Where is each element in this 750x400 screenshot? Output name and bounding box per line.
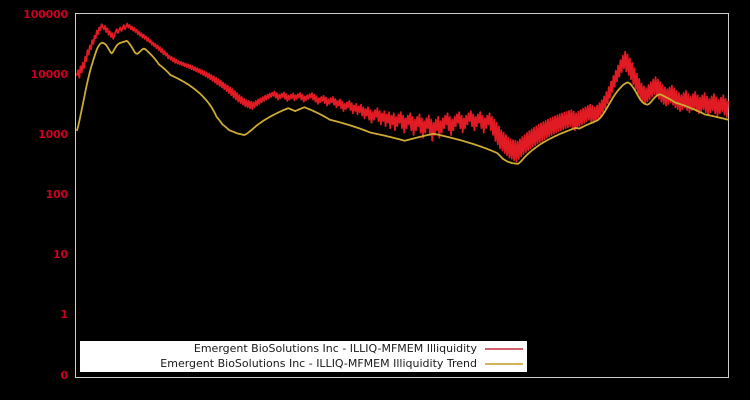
legend-swatch-illiquidity-trend <box>485 362 523 365</box>
series-line-illiquidity-trend <box>76 40 729 165</box>
chart-legend: Emergent BioSolutions Inc - ILLIQ-MFMEM … <box>80 341 527 372</box>
legend-label-illiquidity-trend: Emergent BioSolutions Inc - ILLIQ-MFMEM … <box>160 356 477 370</box>
legend-item-illiquidity-trend: Emergent BioSolutions Inc - ILLIQ-MFMEM … <box>80 356 527 371</box>
legend-swatch-illiquidity <box>485 347 523 350</box>
legend-label-illiquidity: Emergent BioSolutions Inc - ILLIQ-MFMEM … <box>193 341 477 355</box>
y-axis-tick-10000: 10000 <box>30 68 68 81</box>
plot-axes-frame <box>75 13 729 378</box>
plot-border <box>75 13 729 378</box>
y-axis-tick-1: 1 <box>60 308 69 321</box>
y-axis-tick-100: 100 <box>45 188 69 201</box>
y-axis-tick-10: 10 <box>53 248 68 261</box>
y-axis-tick-100000: 100000 <box>23 8 68 21</box>
y-axis-tick-1000: 1000 <box>38 128 68 141</box>
series-layer <box>76 22 729 165</box>
series-line-illiquidity <box>76 22 729 163</box>
y-axis-tick-0: 0 <box>60 368 69 382</box>
y-axis-tick-labels: 100000 10000 1000 100 10 1 0 <box>0 0 68 400</box>
legend-item-illiquidity: Emergent BioSolutions Inc - ILLIQ-MFMEM … <box>80 341 527 356</box>
